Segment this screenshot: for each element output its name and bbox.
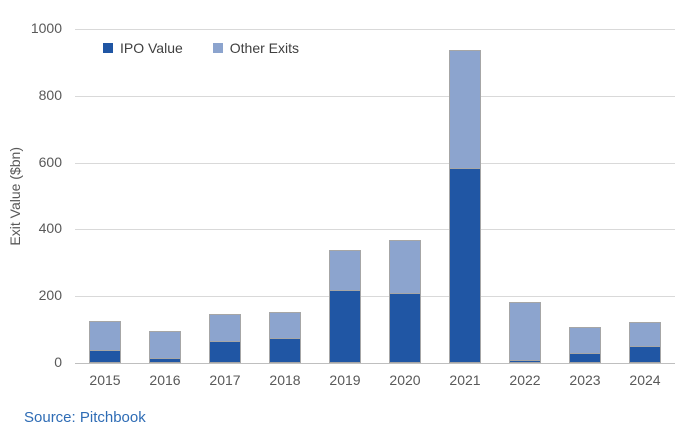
bar-2017 <box>209 313 241 363</box>
bars-layer <box>75 29 675 363</box>
gridline-800 <box>75 95 675 97</box>
gridline-1000 <box>75 29 675 30</box>
bar-2015-segment-ipo-value <box>89 349 121 363</box>
bar-2020 <box>389 240 421 363</box>
bar-2024-segment-other-exits <box>629 322 661 348</box>
legend-swatch-ipo-value <box>103 43 113 53</box>
x-tick-label-2019: 2019 <box>329 372 361 388</box>
legend-label-ipo-value: IPO Value <box>120 40 183 56</box>
y-tick-label-400: 400 <box>38 220 62 237</box>
legend-label-other-exits: Other Exits <box>229 40 300 56</box>
y-tick-label-200: 200 <box>38 287 62 304</box>
y-tick-label-800: 800 <box>38 86 62 103</box>
y-tick-label-1000: 1000 <box>30 20 62 36</box>
bar-2015 <box>89 320 121 363</box>
bar-2016 <box>149 330 181 363</box>
x-tick-label-2023: 2023 <box>569 372 601 388</box>
bar-2022-segment-other-exits <box>509 302 541 361</box>
bar-2016-segment-other-exits <box>149 330 181 359</box>
y-tick-label-600: 600 <box>38 153 62 170</box>
plot-area: IPO Value Other Exits <box>75 29 675 364</box>
x-tick-label-2021: 2021 <box>449 372 481 388</box>
legend: IPO Value Other Exits <box>103 40 299 56</box>
legend-item-ipo-value: IPO Value <box>103 40 183 56</box>
bar-2015-segment-other-exits <box>89 320 121 351</box>
x-tick-label-2020: 2020 <box>389 372 421 388</box>
x-tick-label-2022: 2022 <box>509 372 541 388</box>
bar-2021 <box>449 50 481 363</box>
legend-item-other-exits: Other Exits <box>212 40 300 56</box>
gridline-400 <box>75 229 675 231</box>
bar-2018-segment-ipo-value <box>269 337 301 363</box>
bar-2018 <box>269 312 301 363</box>
bar-2019-segment-other-exits <box>329 250 361 291</box>
bar-2016-segment-ipo-value <box>149 358 181 363</box>
bar-2018-segment-other-exits <box>269 312 301 339</box>
gridline-600 <box>75 162 675 164</box>
bar-2024-segment-ipo-value <box>629 346 661 363</box>
bar-2022-segment-ipo-value <box>509 359 541 363</box>
bar-2023-segment-other-exits <box>569 327 601 354</box>
x-tick-label-2017: 2017 <box>209 372 241 388</box>
source-note: Source: Pitchbook <box>24 409 146 426</box>
bar-2021-segment-other-exits <box>449 50 481 169</box>
x-axis-line <box>75 363 675 364</box>
x-tick-label-2024: 2024 <box>629 372 661 388</box>
y-tick-label-0: 0 <box>54 354 62 370</box>
bar-2020-segment-other-exits <box>389 240 421 294</box>
gridline-200 <box>75 296 675 298</box>
bar-2017-segment-other-exits <box>209 313 241 343</box>
bar-2023-segment-ipo-value <box>569 352 601 363</box>
x-tick-label-2016: 2016 <box>149 372 181 388</box>
bar-2017-segment-ipo-value <box>209 341 241 363</box>
bar-2023 <box>569 327 601 363</box>
bar-2019-segment-ipo-value <box>329 289 361 363</box>
bar-2022 <box>509 302 541 363</box>
bar-2020-segment-ipo-value <box>389 292 421 363</box>
x-tick-label-2018: 2018 <box>269 372 301 388</box>
bar-2024 <box>629 322 661 363</box>
legend-swatch-other-exits <box>212 43 223 53</box>
bar-2021-segment-ipo-value <box>449 167 481 363</box>
y-axis-title: Exit Value ($bn) <box>6 29 24 363</box>
x-tick-label-2015: 2015 <box>89 372 121 388</box>
bar-2019 <box>329 250 361 363</box>
